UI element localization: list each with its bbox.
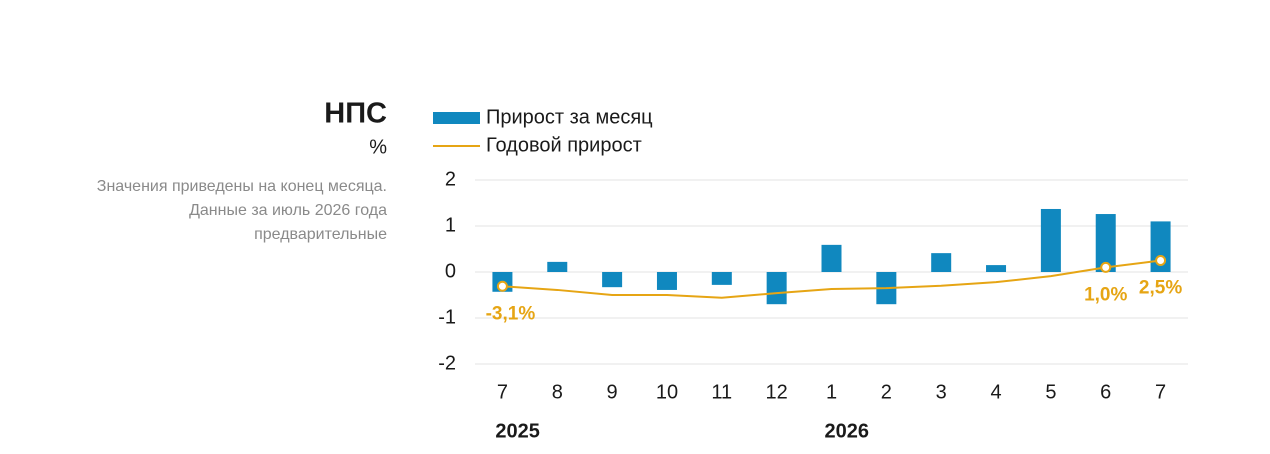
bar xyxy=(766,272,787,305)
point xyxy=(1155,255,1167,266)
y-tick-label: -1 xyxy=(438,306,456,328)
bar xyxy=(711,272,732,285)
x-tick-label: 1 xyxy=(826,381,837,403)
x-tick-label: 11 xyxy=(711,381,732,403)
x-tick-label: 10 xyxy=(656,381,678,403)
x-tick-label: 9 xyxy=(607,381,618,403)
bar xyxy=(1040,208,1061,272)
value-label: 1,0% xyxy=(1084,284,1127,305)
bar xyxy=(931,253,952,272)
bar xyxy=(656,272,677,290)
bar xyxy=(1095,214,1116,272)
value-label: 2,5% xyxy=(1139,278,1182,299)
bar xyxy=(821,244,842,272)
x-tick-label: 2 xyxy=(881,381,892,403)
y-tick-label: 0 xyxy=(445,260,456,282)
value-label: -3,1% xyxy=(486,303,536,324)
x-tick-label: 3 xyxy=(936,381,947,403)
y-tick-label: -2 xyxy=(438,352,456,374)
x-tick-label: 7 xyxy=(497,381,508,403)
bar xyxy=(986,265,1007,272)
bar xyxy=(547,261,568,272)
year-label: 2025 xyxy=(495,420,540,442)
note-line: Данные за июль 2026 года xyxy=(189,202,387,219)
note-line: Значения приведены на конец месяца. xyxy=(97,178,387,195)
x-tick-label: 8 xyxy=(552,381,563,403)
y-tick-label: 1 xyxy=(445,214,456,236)
legend-label: Годовой прирост xyxy=(486,134,642,156)
chart-subtitle: % xyxy=(369,136,387,158)
point xyxy=(496,280,508,292)
legend-swatch xyxy=(433,112,480,124)
point xyxy=(1100,261,1112,273)
note-line: предварительные xyxy=(254,226,387,243)
x-tick-label: 12 xyxy=(766,381,788,403)
x-tick-label: 5 xyxy=(1045,381,1056,403)
bar xyxy=(602,272,623,288)
line xyxy=(502,259,1161,299)
chart-title: НПС xyxy=(324,98,387,130)
y-tick-label: 2 xyxy=(445,168,456,190)
year-label: 2026 xyxy=(825,420,870,442)
x-tick-label: 6 xyxy=(1100,381,1111,403)
x-tick-label: 7 xyxy=(1155,381,1166,403)
legend-label: Прирост за месяц xyxy=(486,106,653,128)
x-tick-label: 4 xyxy=(990,381,1001,403)
